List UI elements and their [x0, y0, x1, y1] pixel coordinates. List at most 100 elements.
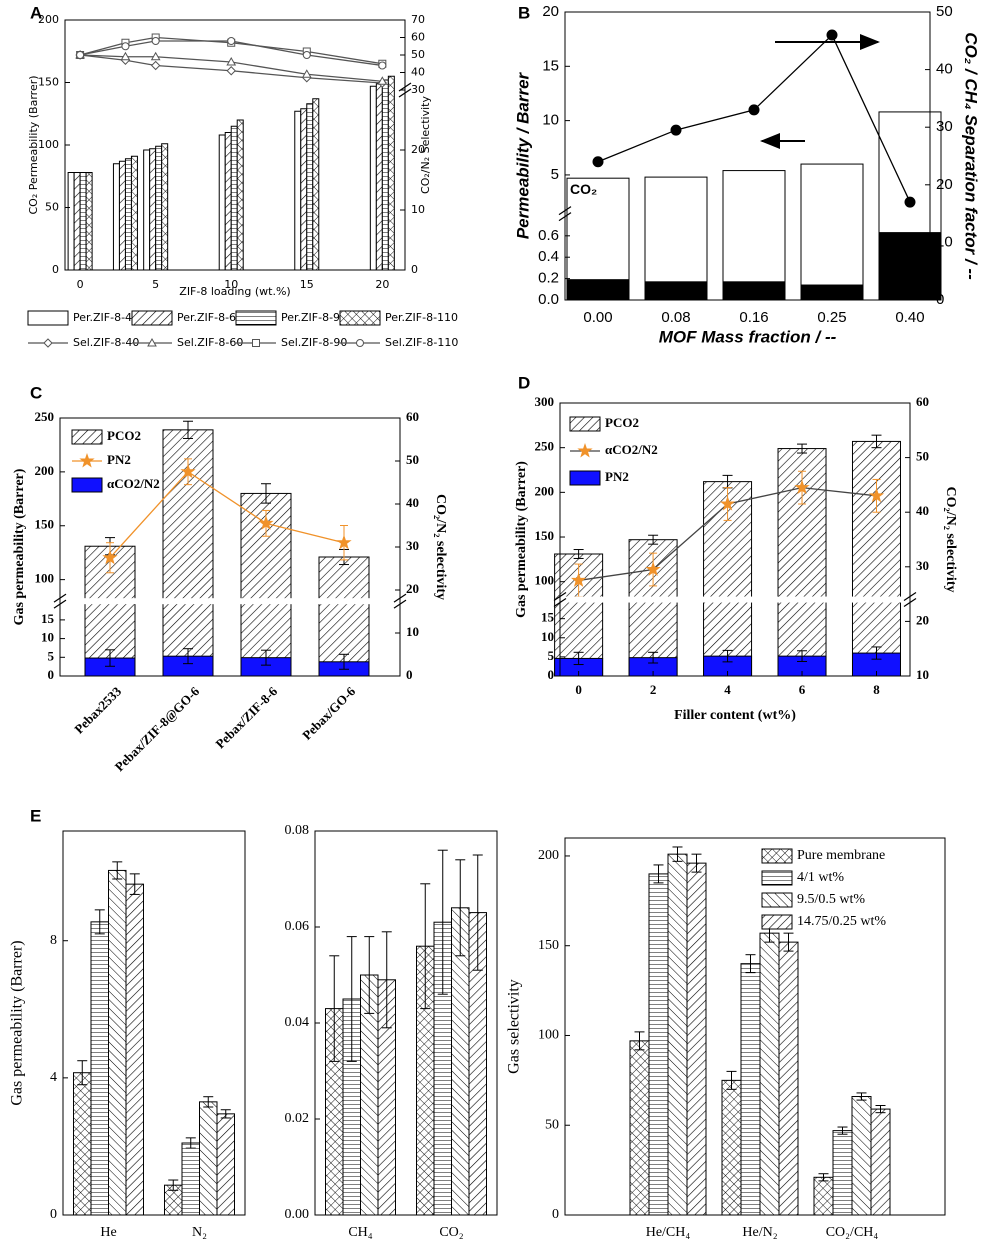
y-tick-label: 5: [48, 648, 55, 663]
bar: [112, 163, 120, 271]
legend: Per.ZIF-8-40 Per.ZIF-8-60 Per.ZIF-8-90 Per.…: [27, 310, 458, 349]
x-tick-label: 0.00: [583, 309, 612, 326]
legend-label: αCO2/N2: [107, 476, 160, 491]
x-axis-label: Filler content (wt%): [674, 708, 796, 723]
y-tick-label: 100: [35, 571, 55, 586]
legend-swatch: [761, 892, 793, 908]
legend-swatch: [339, 310, 381, 326]
marker: [120, 51, 131, 61]
bar: [73, 1072, 92, 1216]
bar: [230, 125, 238, 271]
y-tick-label: 0.0: [538, 291, 559, 308]
bar: [648, 873, 669, 1216]
y-tick-label: 0: [52, 263, 59, 276]
marker: [719, 495, 736, 511]
marker: [301, 69, 312, 78]
panel-label: A: [30, 3, 42, 22]
marker: [150, 51, 161, 61]
y-tick-label: 8: [50, 933, 57, 948]
y-tick-label: 150: [38, 76, 59, 89]
y-axis-label: Gas permeability (Barrer): [514, 461, 529, 618]
bar: [118, 160, 126, 271]
bar: [381, 79, 389, 271]
bar: [667, 853, 688, 1216]
bar: [369, 85, 377, 271]
y2-tick-label: 50: [406, 452, 419, 467]
y-tick-label: 100: [538, 1028, 559, 1043]
y-tick-label: 150: [538, 938, 559, 953]
panel: A0 5 10 15 20050100150200010203040506070CO₂ …: [27, 3, 458, 349]
bar: [878, 232, 942, 301]
bar: [181, 1142, 200, 1216]
x-tick-label: He/N₂: [742, 1225, 777, 1240]
legend-label: PN2: [107, 452, 131, 467]
bar: [851, 1096, 872, 1216]
y2-tick-label: 20: [406, 581, 419, 596]
y-tick-label: 4: [50, 1070, 57, 1085]
marker: [377, 76, 388, 85]
marker: [868, 487, 885, 503]
legend-swatch: [235, 310, 277, 326]
x-tick-label: 15: [300, 278, 314, 291]
y2-tick-label: 10: [406, 624, 419, 639]
bar: [199, 1101, 218, 1216]
bar: [759, 932, 780, 1216]
y2-tick-label: 0: [411, 263, 418, 276]
legend-label: 4/1 wt%: [797, 870, 844, 885]
x-tick-label: 2: [650, 682, 657, 697]
panel-label: D: [518, 373, 530, 392]
y-tick-label: 15: [542, 57, 559, 74]
marker: [151, 37, 160, 45]
y-axis-label: Gas permeability (Barrer): [12, 468, 27, 625]
legend-label: 14.75/0.25 wt%: [797, 914, 886, 929]
x-tick-label: 0.40: [895, 309, 924, 326]
y-tick-label: 0.04: [285, 1015, 310, 1030]
bar: [813, 1176, 834, 1216]
plot-frame: [559, 402, 911, 677]
bar: [236, 119, 244, 271]
x-tick-label: 0.08: [661, 309, 690, 326]
bar: [800, 163, 864, 301]
y2-tick-label: 50: [936, 3, 953, 20]
axis-break-band: [561, 596, 909, 603]
y2-tick-label: 40: [406, 495, 419, 510]
y-tick-label: 300: [535, 394, 555, 409]
y2-tick-label: 30: [411, 83, 425, 96]
legend-label: PCO2: [605, 415, 639, 430]
bar: [90, 921, 109, 1216]
marker: [258, 515, 274, 530]
bar: [387, 75, 395, 271]
plot-area: [73, 861, 235, 1216]
y-tick-label: 0.4: [538, 248, 559, 265]
bar: [67, 172, 75, 271]
y2-tick-label: 20: [411, 143, 425, 156]
series-line: [80, 54, 383, 82]
panel-label: C: [30, 383, 42, 402]
x-tick-label: 0.16: [739, 309, 768, 326]
axis-break-band: [61, 598, 399, 605]
y2-tick-label: 70: [411, 13, 425, 26]
bar: [149, 148, 157, 271]
bar: [778, 941, 799, 1216]
y-tick-label: 20: [542, 3, 559, 20]
marker: [826, 29, 838, 41]
plot-area: [67, 33, 395, 271]
legend-swatch: [71, 477, 103, 493]
y-tick-label: 250: [35, 409, 55, 424]
y2-tick-label: 0: [406, 667, 413, 682]
y-tick-label: 10: [542, 112, 559, 129]
x-tick-label: 0.25: [817, 309, 846, 326]
legend-label: Pure membrane: [797, 848, 885, 863]
legend: PCO2 αCO2/N2 PN2: [569, 415, 658, 486]
panel: D 0 2 4 6 8 0 5 10 15 100 150 200 250 300 10 20 30 40 50 60 G…: [514, 373, 958, 723]
y-axis-label: Gas permeability (Barrer): [9, 940, 26, 1105]
y-tick-label: 200: [535, 483, 555, 498]
bar: [722, 281, 786, 301]
series-line: [109, 470, 345, 559]
bar: [644, 176, 708, 301]
marker: [302, 51, 311, 59]
marker: [748, 104, 760, 116]
y-axis-label: CO₂ Permeability (Barrer): [27, 75, 40, 214]
bar: [721, 1079, 742, 1216]
bar: [108, 869, 127, 1216]
